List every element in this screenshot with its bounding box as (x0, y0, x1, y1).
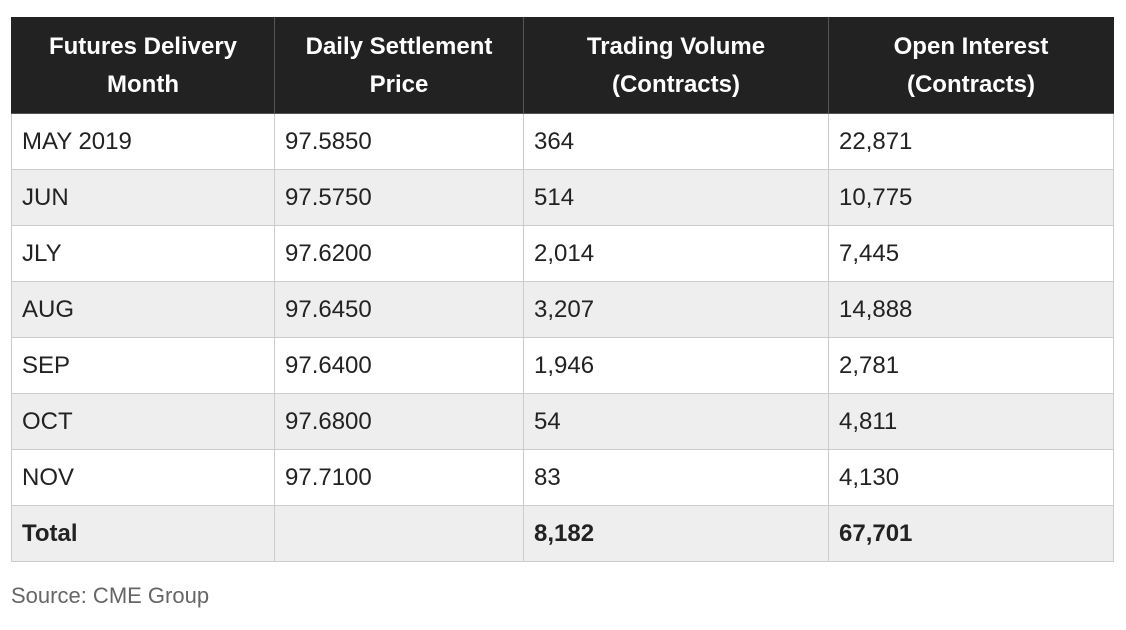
cell-open-interest: 7,445 (828, 225, 1114, 282)
cell-month: NOV (11, 449, 275, 506)
cell-volume: 3,207 (523, 281, 829, 338)
table-row: JLY 97.6200 2,014 7,445 (11, 225, 1114, 282)
header-delivery-month-line1: Futures Delivery (48, 32, 238, 60)
total-row: Total 8,182 67,701 (11, 505, 1114, 562)
table-row: AUG 97.6450 3,207 14,888 (11, 281, 1114, 338)
cell-open-interest: 4,130 (828, 449, 1114, 506)
header-settlement-price-line1: Daily Settlement (305, 32, 493, 60)
header-delivery-month-line2: Month (107, 70, 179, 98)
table-row: JUN 97.5750 514 10,775 (11, 169, 1114, 226)
cell-volume: 83 (523, 449, 829, 506)
cell-price: 97.7100 (274, 449, 524, 506)
header-delivery-month: Futures Delivery Month (11, 17, 275, 114)
cell-open-interest: 14,888 (828, 281, 1114, 338)
cell-price: 97.5750 (274, 169, 524, 226)
cell-volume: 2,014 (523, 225, 829, 282)
total-volume: 8,182 (523, 505, 829, 562)
cell-volume: 514 (523, 169, 829, 226)
cell-open-interest: 10,775 (828, 169, 1114, 226)
cell-month: OCT (11, 393, 275, 450)
cell-volume: 54 (523, 393, 829, 450)
header-open-interest-line2: (Contracts) (906, 70, 1035, 98)
source-caption: Source: CME Group (11, 583, 210, 608)
total-label: Total (11, 505, 275, 562)
header-settlement-price: Daily Settlement Price (274, 17, 524, 114)
cell-price: 97.6800 (274, 393, 524, 450)
cell-month: MAY 2019 (11, 113, 275, 170)
cell-open-interest: 4,811 (828, 393, 1114, 450)
cell-month: JUN (11, 169, 275, 226)
cell-price: 97.5850 (274, 113, 524, 170)
cell-open-interest: 22,871 (828, 113, 1114, 170)
cell-volume: 364 (523, 113, 829, 170)
table-row: NOV 97.7100 83 4,130 (11, 449, 1114, 506)
header-trading-volume-line1: Trading Volume (586, 32, 766, 60)
table-header-row: Futures Delivery Month Daily Settlement … (11, 17, 1114, 114)
cell-month: JLY (11, 225, 275, 282)
header-trading-volume-line2: (Contracts) (611, 70, 740, 98)
cell-month: AUG (11, 281, 275, 338)
table-row: SEP 97.6400 1,946 2,781 (11, 337, 1114, 394)
cell-price: 97.6450 (274, 281, 524, 338)
cell-volume: 1,946 (523, 337, 829, 394)
header-open-interest: Open Interest (Contracts) (828, 17, 1114, 114)
table-row: OCT 97.6800 54 4,811 (11, 393, 1114, 450)
cell-price: 97.6400 (274, 337, 524, 394)
header-trading-volume: Trading Volume (Contracts) (523, 17, 829, 114)
header-open-interest-line1: Open Interest (893, 32, 1049, 60)
cell-price: 97.6200 (274, 225, 524, 282)
total-open-interest: 67,701 (828, 505, 1114, 562)
header-settlement-price-line2: Price (369, 70, 429, 98)
table-row: MAY 2019 97.5850 364 22,871 (11, 113, 1114, 170)
futures-table: Futures Delivery Month Daily Settlement … (11, 17, 1114, 562)
futures-table-container: Futures Delivery Month Daily Settlement … (11, 17, 1114, 562)
total-price (274, 505, 524, 562)
cell-open-interest: 2,781 (828, 337, 1114, 394)
cell-month: SEP (11, 337, 275, 394)
